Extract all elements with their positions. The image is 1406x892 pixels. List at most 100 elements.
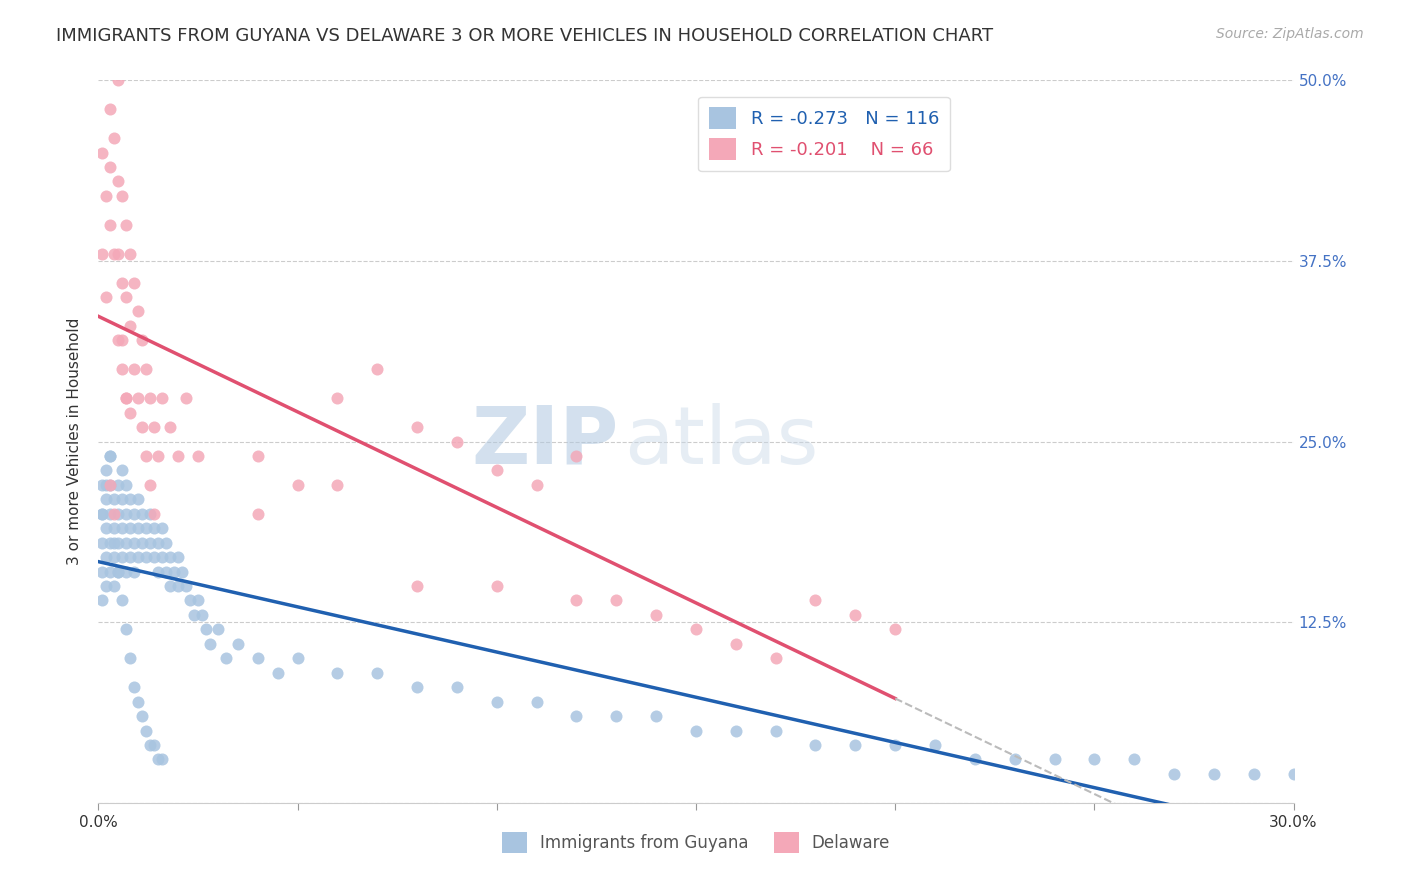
Point [111,492,134,507]
Point [98,478,122,492]
Point [124,535,146,549]
Point [96,579,118,593]
Point [107,478,129,492]
Point [215,651,238,665]
Point [124,507,146,521]
Point [98,218,122,232]
Point [326,391,349,405]
Point [526,478,548,492]
Point [127,550,149,565]
Point [159,579,181,593]
Point [107,507,129,521]
Point [120,521,142,535]
Point [131,420,153,434]
Point [98,565,122,579]
Point [1123,752,1146,766]
Point [765,651,787,665]
Point [107,246,129,260]
Point [884,623,907,637]
Point [139,478,162,492]
Point [406,579,429,593]
Point [174,391,197,405]
Point [96,290,118,304]
Point [150,550,173,565]
Point [485,695,508,709]
Point [685,723,707,738]
Point [91,145,114,160]
Point [91,535,114,549]
Point [1043,752,1066,766]
Point [183,607,205,622]
Point [111,189,134,203]
Point [111,334,134,348]
Point [127,695,149,709]
Point [111,276,134,290]
Point [103,550,125,565]
Point [406,420,429,434]
Point [111,362,134,376]
Point [115,623,138,637]
Point [96,492,118,507]
Point [724,637,747,651]
Text: Source: ZipAtlas.com: Source: ZipAtlas.com [1216,27,1364,41]
Point [98,478,122,492]
Point [267,665,290,680]
Point [111,521,134,535]
Point [111,463,134,477]
Point [143,507,166,521]
Point [115,507,138,521]
Point [645,709,668,723]
Point [1202,767,1225,781]
Point [111,593,134,607]
Y-axis label: 3 or more Vehicles in Household: 3 or more Vehicles in Household [67,318,83,566]
Point [120,246,142,260]
Point [115,391,138,405]
Point [150,391,173,405]
Point [246,507,269,521]
Point [107,174,129,188]
Point [91,593,114,607]
Point [724,723,747,738]
Point [143,550,166,565]
Point [135,521,157,535]
Point [124,565,146,579]
Point [91,507,114,521]
Point [148,565,170,579]
Point [366,362,388,376]
Point [98,102,122,116]
Point [150,521,173,535]
Point [187,449,209,463]
Point [135,723,157,738]
Point [103,535,125,549]
Point [1004,752,1026,766]
Point [131,709,153,723]
Point [115,535,138,549]
Point [605,593,627,607]
Point [287,651,309,665]
Point [326,665,349,680]
Point [98,449,122,463]
Point [884,738,907,752]
Point [605,709,627,723]
Point [107,535,129,549]
Point [124,362,146,376]
Point [135,550,157,565]
Point [246,651,269,665]
Point [565,449,588,463]
Point [485,463,508,477]
Point [1163,767,1185,781]
Point [485,579,508,593]
Point [115,218,138,232]
Point [98,160,122,174]
Point [207,623,229,637]
Point [120,406,142,420]
Point [91,246,114,260]
Point [135,362,157,376]
Point [120,550,142,565]
Point [139,738,162,752]
Point [111,550,134,565]
Point [287,478,309,492]
Point [139,535,162,549]
Point [963,752,986,766]
Point [191,607,214,622]
